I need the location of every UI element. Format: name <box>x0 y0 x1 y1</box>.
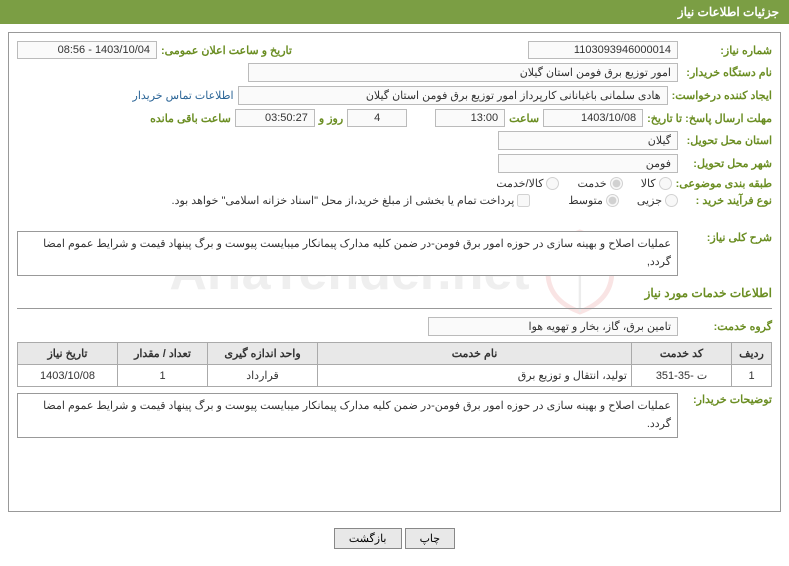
section-divider <box>17 308 772 309</box>
need-desc-value: عملیات اصلاح و بهینه سازی در حوزه امور ب… <box>17 231 678 276</box>
city-label: شهر محل تحویل: <box>682 157 772 170</box>
category-goods-service-option[interactable]: کالا/خدمت <box>496 177 559 190</box>
need-desc-label: شرح کلی نیاز: <box>682 231 772 244</box>
service-group-label: گروه خدمت: <box>682 320 772 333</box>
cell-qty: 1 <box>118 365 208 387</box>
remaining-hours-label: ساعت باقی مانده <box>150 112 231 125</box>
purchase-partial-option[interactable]: جزیی <box>637 194 678 207</box>
payment-note-checkbox[interactable]: پرداخت تمام یا بخشی از مبلغ خرید،از محل … <box>172 194 531 207</box>
announce-datetime-label: تاریخ و ساعت اعلان عمومی: <box>161 44 292 57</box>
city-value: فومن <box>498 154 678 173</box>
province-label: استان محل تحویل: <box>682 134 772 147</box>
th-row: ردیف <box>732 343 772 365</box>
request-creator-value: هادی سلمانی باغبانانی کارپرداز امور توزی… <box>238 86 668 105</box>
cell-need-date: 1403/10/08 <box>18 365 118 387</box>
th-service-code: کد خدمت <box>632 343 732 365</box>
announce-datetime-value: 1403/10/04 - 08:56 <box>17 41 157 59</box>
cell-service-code: ت -35-351 <box>632 365 732 387</box>
need-number-label: شماره نیاز: <box>682 44 772 57</box>
buyer-notes-value: عملیات اصلاح و بهینه سازی در حوزه امور ب… <box>17 393 678 438</box>
table-row: 1 ت -35-351 تولید، انتقال و توزیع برق قر… <box>18 365 772 387</box>
remaining-time-value: 03:50:27 <box>235 109 315 127</box>
deadline-date-value: 1403/10/08 <box>543 109 643 127</box>
buyer-notes-label: توضیحات خریدار: <box>682 393 772 406</box>
services-info-header: اطلاعات خدمات مورد نیاز <box>645 286 772 300</box>
purchase-type-label: نوع فرآیند خرید : <box>682 194 772 207</box>
cell-unit: قرارداد <box>208 365 318 387</box>
back-button[interactable]: بازگشت <box>334 528 402 549</box>
need-number-value: 1103093946000014 <box>528 41 678 59</box>
buyer-contact-link[interactable]: اطلاعات تماس خریدار <box>133 89 234 102</box>
deadline-time-value: 13:00 <box>435 109 505 127</box>
buyer-org-value: امور توزیع برق فومن استان گیلان <box>248 63 678 82</box>
category-radio-group: کالا خدمت کالا/خدمت <box>496 177 671 190</box>
hour-label: ساعت <box>509 112 539 125</box>
province-value: گیلان <box>498 131 678 150</box>
cell-row: 1 <box>732 365 772 387</box>
days-and-label: روز و <box>319 112 343 125</box>
th-unit: واحد اندازه گیری <box>208 343 318 365</box>
category-label: طبقه بندی موضوعی: <box>676 177 772 190</box>
service-group-value: تامین برق، گاز، بخار و تهویه هوا <box>428 317 678 336</box>
print-button[interactable]: چاپ <box>405 528 456 549</box>
purchase-type-radio-group: جزیی متوسط <box>568 194 678 207</box>
category-goods-option[interactable]: کالا <box>641 177 672 190</box>
deadline-label: مهلت ارسال پاسخ: تا تاریخ: <box>647 112 772 125</box>
th-need-date: تاریخ نیاز <box>18 343 118 365</box>
buyer-org-label: نام دستگاه خریدار: <box>682 66 772 79</box>
cell-service-name: تولید، انتقال و توزیع برق <box>318 365 632 387</box>
request-creator-label: ایجاد کننده درخواست: <box>672 89 772 102</box>
title-bar: جزئیات اطلاعات نیاز <box>0 0 789 24</box>
category-service-option[interactable]: خدمت <box>577 177 622 190</box>
purchase-medium-option[interactable]: متوسط <box>568 194 619 207</box>
main-panel: AriaTender.net شماره نیاز: 1103093946000… <box>8 32 781 512</box>
button-row: چاپ بازگشت <box>0 520 789 553</box>
th-service-name: نام خدمت <box>318 343 632 365</box>
remaining-days-value: 4 <box>347 109 407 127</box>
th-qty: تعداد / مقدار <box>118 343 208 365</box>
services-table: ردیف کد خدمت نام خدمت واحد اندازه گیری ت… <box>17 342 772 387</box>
